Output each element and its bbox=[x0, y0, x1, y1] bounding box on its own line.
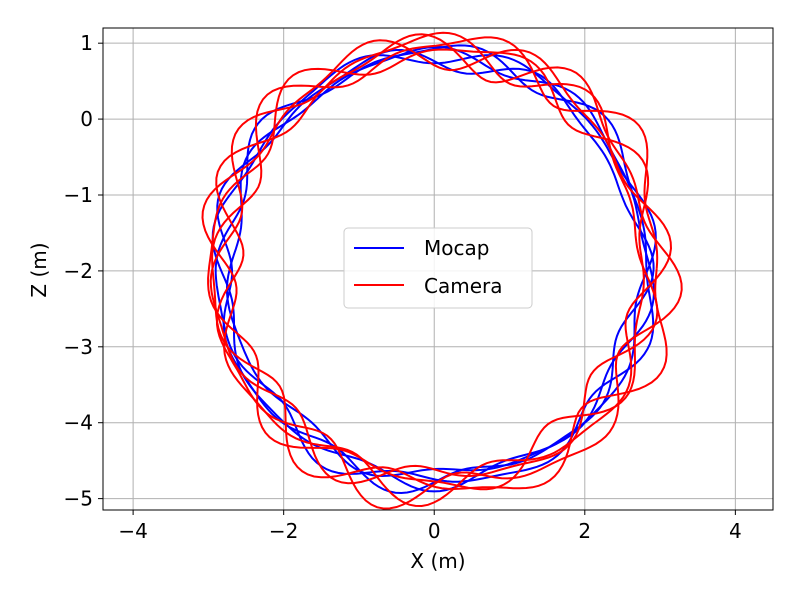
series-line-mocap bbox=[216, 49, 655, 495]
y-axis-label: Z (m) bbox=[27, 242, 51, 297]
series-line-mocap bbox=[226, 45, 655, 478]
plot-frame bbox=[102, 27, 774, 511]
series-line-camera bbox=[207, 48, 650, 491]
y-tick-label: −1 bbox=[64, 183, 93, 207]
legend: Mocap Camera bbox=[343, 227, 533, 309]
series-line-camera bbox=[215, 33, 683, 510]
series-line-mocap bbox=[214, 44, 655, 483]
legend-label-camera: Camera bbox=[424, 274, 503, 298]
y-tick-label: −2 bbox=[64, 259, 93, 283]
x-tick-label: 4 bbox=[729, 519, 742, 543]
y-tick-label: 0 bbox=[80, 107, 93, 131]
x-tick-label: 0 bbox=[428, 519, 441, 543]
y-tick-label: −5 bbox=[64, 487, 93, 511]
x-tick-label: 2 bbox=[578, 519, 591, 543]
ticks: −4 −2 0 2 4 1 0 −1 −2 −3 −4 −5 bbox=[64, 31, 742, 543]
y-tick-label: −3 bbox=[64, 335, 93, 359]
series-line-camera bbox=[211, 36, 668, 491]
x-axis-label: X (m) bbox=[410, 549, 465, 573]
x-tick-label: −2 bbox=[269, 519, 298, 543]
series-line-camera bbox=[209, 31, 659, 485]
plot-lines bbox=[201, 31, 683, 510]
y-tick-label: −4 bbox=[64, 411, 93, 435]
y-tick-label: 1 bbox=[80, 31, 93, 55]
x-tick-label: −4 bbox=[118, 519, 147, 543]
legend-label-mocap: Mocap bbox=[424, 236, 489, 260]
